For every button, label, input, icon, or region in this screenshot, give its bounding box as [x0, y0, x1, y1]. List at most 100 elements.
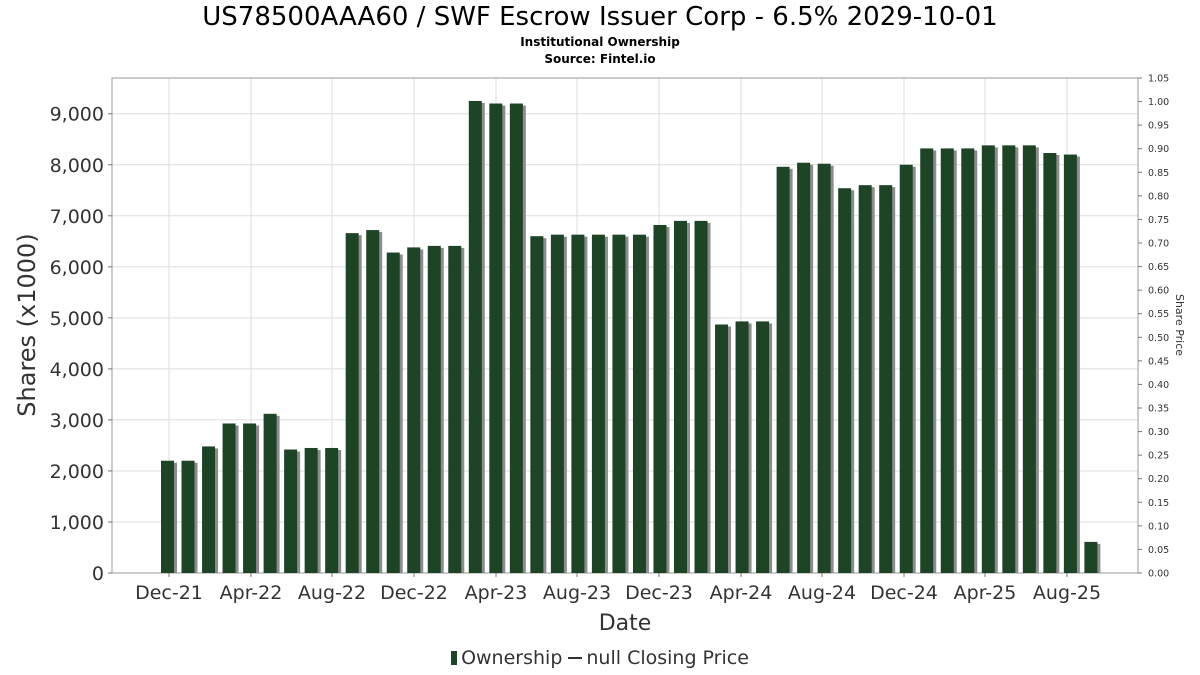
price-legend-swatch — [568, 657, 583, 659]
y2-tick-label: 0.10 — [1148, 521, 1169, 532]
x-tick-label: Dec-24 — [870, 582, 938, 604]
x-axis-label: Date — [599, 611, 652, 636]
y2-tick-label: 0.65 — [1148, 262, 1169, 273]
chart-source: Source: Fintel.io — [544, 52, 656, 66]
x-tick-label: Dec-21 — [135, 582, 203, 604]
y-tick-label: 6,000 — [50, 257, 104, 279]
legend: Ownership null Closing Price — [0, 647, 1200, 669]
ownership-bar — [981, 145, 995, 573]
y-tick-label: 3,000 — [50, 410, 104, 432]
ownership-bar — [797, 162, 811, 573]
y2-tick-label: 0.80 — [1148, 191, 1169, 202]
ownership-bar — [1063, 154, 1077, 573]
y2-tick-label: 0.75 — [1148, 215, 1169, 226]
x-tick-label: Dec-23 — [625, 582, 693, 604]
y2-tick-label: 0.15 — [1148, 498, 1169, 509]
y-tick-label: 5,000 — [50, 308, 104, 330]
y2-tick-label: 0.25 — [1148, 451, 1169, 462]
ownership-bar — [468, 100, 482, 573]
y-tick-label: 2,000 — [50, 461, 104, 483]
y2-tick-label: 0.35 — [1148, 404, 1169, 415]
ownership-bar — [386, 252, 400, 574]
x-tick-label: Apr-24 — [710, 582, 773, 604]
legend-ownership: Ownership — [461, 647, 563, 669]
ownership-bar — [735, 321, 749, 573]
y2-tick-label: 0.05 — [1148, 545, 1169, 556]
x-tick-label: Aug-23 — [543, 582, 611, 604]
ownership-bar — [879, 185, 893, 573]
ownership-bar — [817, 163, 831, 573]
ownership-bar — [838, 188, 852, 573]
y2-tick-label: 0.30 — [1148, 427, 1169, 438]
ownership-bar — [776, 166, 790, 573]
bars — [161, 100, 1101, 574]
chart-title: US78500AAA60 / SWF Escrow Issuer Corp - … — [202, 2, 998, 32]
x-tick-label: Apr-23 — [465, 582, 528, 604]
ownership-bar — [366, 230, 380, 574]
y-tick-label: 1,000 — [50, 512, 104, 534]
x-tick-label: Apr-25 — [954, 582, 1017, 604]
y2-tick-label: 1.05 — [1148, 74, 1169, 85]
ownership-bar — [325, 447, 339, 573]
ownership-bar — [612, 234, 626, 573]
ownership-bar — [202, 446, 216, 573]
ownership-bar — [632, 234, 646, 573]
y-tick-label: 0 — [92, 563, 104, 585]
chart-subtitle: Institutional Ownership — [520, 35, 680, 49]
x-tick-label: Apr-22 — [220, 582, 283, 604]
ownership-bar — [591, 234, 605, 573]
ownership-bar — [920, 148, 934, 574]
ownership-bar — [489, 103, 503, 573]
x-tick-label: Aug-25 — [1033, 582, 1101, 604]
legend-price: null Closing Price — [586, 647, 749, 669]
ownership-bar — [858, 185, 872, 573]
ownership-bar — [448, 245, 462, 573]
ownership-bar — [550, 234, 564, 573]
ownership-bar — [284, 449, 298, 573]
y2-tick-label: 0.70 — [1148, 239, 1169, 250]
y2-tick-label: 0.45 — [1148, 356, 1169, 367]
ownership-bar — [653, 224, 667, 574]
y-tick-label: 8,000 — [50, 155, 104, 177]
ownership-bar — [1084, 541, 1098, 573]
ownership-bar — [1043, 153, 1057, 574]
y2-tick-label: 1.00 — [1148, 97, 1169, 108]
ownership-bar — [694, 220, 708, 573]
ownership-bar — [899, 164, 913, 574]
ownership-bar — [427, 245, 441, 573]
axes: 0 1,000 2,000 3,000 4,000 5,000 6,000 7,000 8,00… — [50, 74, 1170, 605]
ownership-bar — [756, 321, 770, 573]
y-tick-label: 9,000 — [50, 104, 104, 126]
ownership-bar — [1002, 145, 1016, 573]
x-tick-label: Dec-22 — [380, 582, 448, 604]
ownership-bar — [243, 423, 257, 573]
y-axis-label: Shares (x1000) — [13, 233, 41, 416]
y2-tick-label: 0.50 — [1148, 333, 1169, 344]
ownership-bar — [530, 236, 544, 574]
ownership-legend-swatch — [451, 651, 458, 665]
y-tick-label: 4,000 — [50, 359, 104, 381]
y2-tick-label: 0.85 — [1148, 168, 1169, 179]
ownership-bar — [222, 423, 236, 573]
ownership-bar — [571, 234, 585, 573]
x-tick-label: Aug-24 — [788, 582, 856, 604]
x-tick-label: Aug-22 — [298, 582, 366, 604]
y2-tick-label: 0.55 — [1148, 309, 1169, 320]
ownership-bar — [940, 148, 954, 574]
ownership-bar — [345, 233, 359, 573]
ownership-bar — [961, 148, 975, 574]
ownership-bar — [509, 103, 523, 573]
ownership-bar — [181, 460, 195, 573]
y2-tick-label: 0.00 — [1148, 569, 1169, 580]
ownership-bar — [407, 247, 421, 574]
ownership-bar — [304, 447, 318, 573]
ownership-bar — [1022, 145, 1036, 573]
y2-axis-label: Share Price — [1173, 294, 1186, 356]
y-tick-label: 7,000 — [50, 206, 104, 228]
y2-tick-label: 0.40 — [1148, 380, 1169, 391]
ownership-bar — [674, 220, 687, 573]
ownership-bar — [263, 413, 277, 573]
ownership-bar — [161, 460, 174, 573]
y2-tick-label: 0.95 — [1148, 121, 1169, 132]
